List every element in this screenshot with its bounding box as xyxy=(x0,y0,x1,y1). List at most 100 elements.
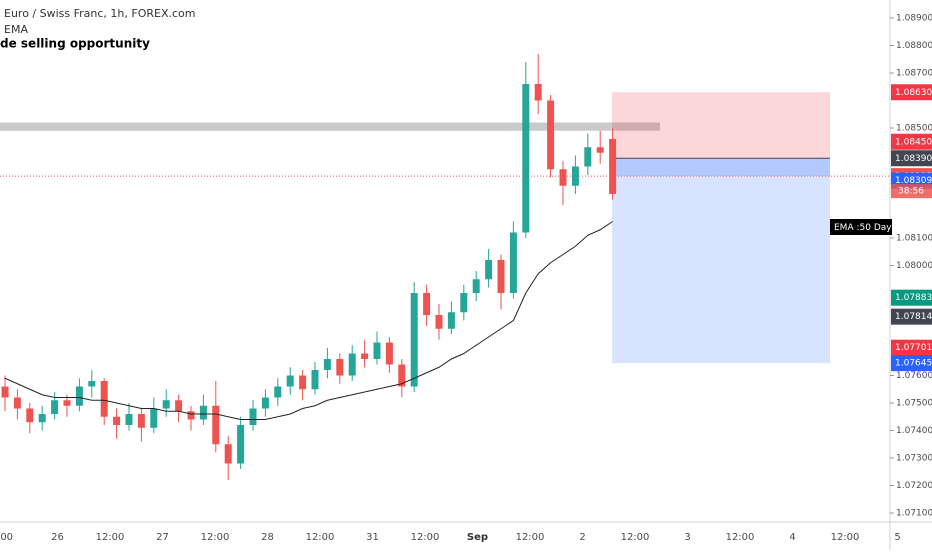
x-tick-label: 12:00 xyxy=(96,532,125,543)
candle-body xyxy=(609,139,617,194)
y-tick-label: 1.07200 xyxy=(896,481,932,491)
candle-body xyxy=(212,405,220,445)
price-badge xyxy=(891,133,932,150)
price-badge-label: 1.07883 xyxy=(895,293,932,303)
x-tick-label: 5 xyxy=(894,532,900,543)
candle-body xyxy=(150,408,158,428)
candle-body xyxy=(509,232,517,293)
candle-body xyxy=(497,260,505,293)
candle-body xyxy=(88,381,96,387)
price-badge-label: 1.08630 xyxy=(895,88,932,98)
candle-body xyxy=(311,370,319,390)
ema-label: EMA :50 Day EMA xyxy=(834,223,915,233)
countdown-badge xyxy=(891,184,932,199)
candle-body xyxy=(13,397,21,409)
x-tick-label: 12:00 xyxy=(411,532,440,543)
y-tick-label: 1.07300 xyxy=(896,454,932,464)
candle-body xyxy=(559,169,567,186)
y-tick-label: 1.07400 xyxy=(896,426,932,436)
x-tick-label: 2 xyxy=(579,532,585,543)
candle-body xyxy=(237,425,245,464)
candle-body xyxy=(261,397,269,409)
price-badge-label: 1.08309 xyxy=(895,176,932,186)
candle-body xyxy=(249,408,257,425)
x-tick-label: Sep xyxy=(467,532,488,543)
plot-area xyxy=(0,53,890,480)
candle-body xyxy=(51,400,59,414)
y-tick-label: 1.07500 xyxy=(896,399,932,409)
price-badge xyxy=(891,339,932,356)
candle-body xyxy=(373,342,381,359)
x-tick-label: 12:00 xyxy=(306,532,335,543)
y-tick-label: 1.08800 xyxy=(896,41,932,51)
x-tick-label: 27 xyxy=(156,532,169,543)
x-tick-label: 12:00 xyxy=(726,532,755,543)
candle-body xyxy=(571,166,579,186)
candle-body xyxy=(385,342,393,365)
candle-body xyxy=(472,279,480,293)
candle-body xyxy=(162,400,170,409)
y-tick-label: 1.08000 xyxy=(896,261,932,271)
price-badge xyxy=(891,289,932,306)
candle-body xyxy=(534,84,542,101)
candle-body xyxy=(460,293,468,313)
countdown: 38:56 xyxy=(898,187,924,197)
candle-body xyxy=(175,400,183,412)
x-tick-label: :00 xyxy=(0,532,13,543)
candle-body xyxy=(547,100,555,170)
idea-title: de selling opportunity xyxy=(0,37,150,51)
candle-body xyxy=(26,408,34,423)
x-tick-label: 3 xyxy=(684,532,690,543)
x-tick-label: 12:00 xyxy=(621,532,650,543)
symbol-title: Euro / Swiss Franc, 1h, FOREX.com xyxy=(4,7,196,20)
price-badge xyxy=(891,150,932,167)
candle-body xyxy=(199,405,207,420)
candle-body xyxy=(596,147,604,153)
y-tick-label: 1.08900 xyxy=(896,14,932,24)
price-badge xyxy=(891,308,932,325)
resistance-zone xyxy=(0,122,660,131)
candle-body xyxy=(435,315,443,329)
candle-body xyxy=(224,444,232,464)
stop-zone xyxy=(612,92,830,159)
y-tick-label: 1.08100 xyxy=(896,234,932,244)
indicator-name: EMA xyxy=(4,23,28,36)
candle-body xyxy=(274,386,282,398)
candle-body xyxy=(75,386,83,406)
candle-body xyxy=(63,400,71,406)
x-tick-label: 12:00 xyxy=(516,532,545,543)
price-badge-label: 1.07701 xyxy=(895,343,932,353)
target-zone xyxy=(612,158,830,364)
candle-body xyxy=(113,416,121,425)
candle-body xyxy=(447,312,455,329)
candle-body xyxy=(299,375,307,390)
candle-body xyxy=(187,411,195,420)
y-tick-label: 1.08500 xyxy=(896,124,932,134)
y-tick-label: 1.07600 xyxy=(896,371,932,381)
price-badge xyxy=(891,84,932,101)
candle-body xyxy=(485,260,493,280)
x-tick-label: 4 xyxy=(789,532,795,543)
candle-body xyxy=(398,364,406,387)
x-tick-label: 12:00 xyxy=(201,532,230,543)
candle-body xyxy=(522,84,530,233)
candle-body xyxy=(584,147,592,167)
candle-body xyxy=(1,386,9,398)
candle-body xyxy=(336,359,344,376)
ema-badge xyxy=(830,219,892,235)
y-tick-label: 1.07100 xyxy=(896,509,932,519)
candle-body xyxy=(323,359,331,370)
candle-body xyxy=(423,293,431,315)
candle-body xyxy=(410,293,418,387)
x-tick-label: 26 xyxy=(51,532,64,543)
price-badge-label: 1.07645 xyxy=(895,359,932,369)
profit-zone xyxy=(612,158,830,177)
candle-body xyxy=(286,375,294,387)
price-badge xyxy=(891,355,932,372)
ema-line xyxy=(4,221,613,420)
candle-body xyxy=(348,353,356,376)
candle-body xyxy=(100,381,108,417)
price-badge-label: 1.08390 xyxy=(895,154,932,164)
